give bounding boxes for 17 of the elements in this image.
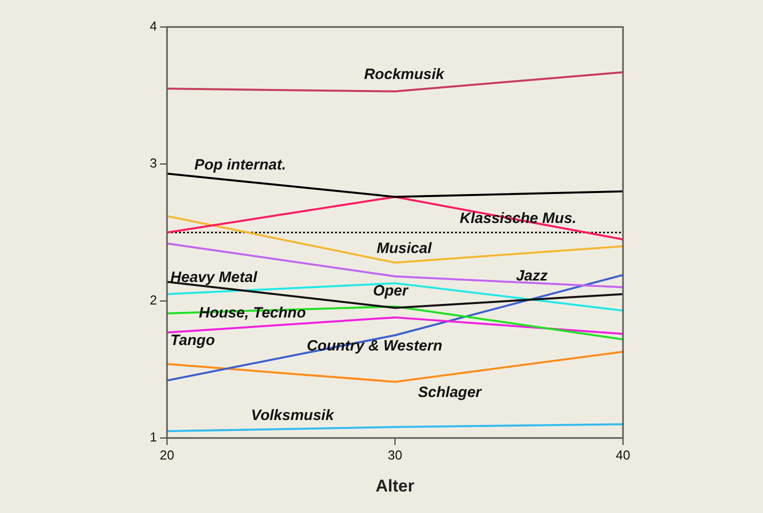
series-label: Volksmusik — [250, 407, 334, 424]
series-label: Tango — [170, 332, 215, 349]
series-label: Rockmusik — [364, 66, 445, 84]
x-tick-label: 30 — [388, 447, 402, 462]
x-tick-label: 40 — [616, 447, 630, 462]
y-tick-label: 4 — [150, 18, 157, 34]
x-axis-title: Alter — [376, 476, 415, 496]
series-label: Pop internat. — [194, 156, 286, 174]
y-tick-label: 1 — [150, 430, 157, 445]
series-label: Jazz — [516, 267, 548, 284]
series-label: Heavy Metal — [170, 268, 258, 286]
y-tick-label: 3 — [150, 156, 157, 171]
x-tick-label: 20 — [160, 447, 174, 462]
y-tick-label: 2 — [150, 292, 157, 308]
series-label: Oper — [372, 282, 410, 300]
series-label: Schlager — [418, 384, 483, 401]
series-label: Musical — [376, 240, 432, 258]
